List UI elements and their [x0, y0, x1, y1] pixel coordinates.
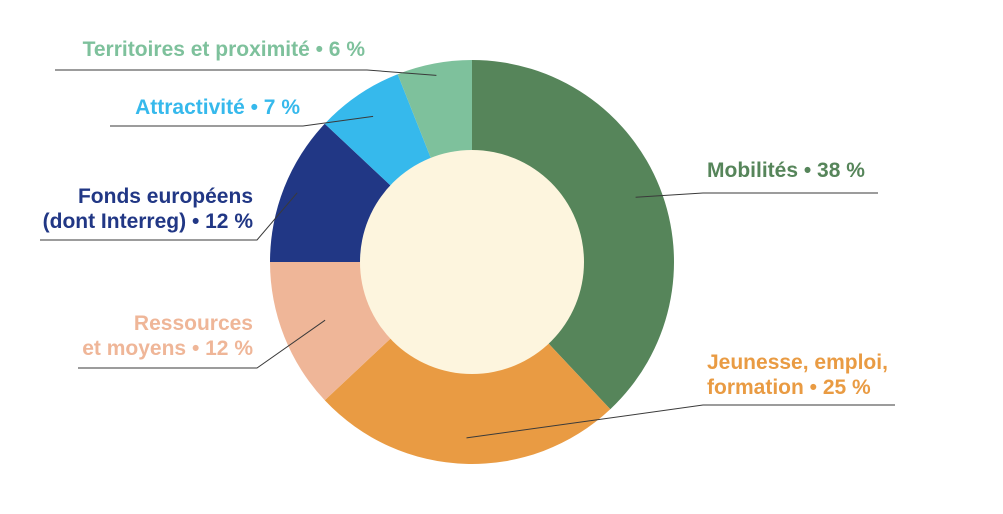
leader-line-3	[40, 192, 298, 241]
slice-label-1-line-0: Jeunesse, emploi,	[707, 351, 888, 374]
leader-lines	[40, 69, 895, 439]
slice-label-4-line-0: Attractivité • 7 %	[135, 96, 300, 119]
slice-label-2-line-0: Ressources	[134, 312, 253, 335]
donut-center	[360, 150, 584, 374]
leader-line-2	[78, 319, 326, 369]
slice-label-3-line-1: (dont Interreg) • 12 %	[43, 210, 254, 233]
slice-label-5-line-0: Territoires et proximité • 6 %	[83, 38, 366, 61]
slice-label-2-line-1: et moyens • 12 %	[82, 337, 253, 360]
slice-label-0-line-0: Mobilités • 38 %	[707, 159, 865, 182]
leader-line-1	[466, 404, 895, 439]
slice-labels: Mobilités • 38 % Jeunesse, emploi,formati…	[43, 38, 888, 399]
leader-line-4	[110, 115, 374, 127]
slice-label-3-line-0: Fonds européens	[78, 185, 253, 208]
leader-line-5	[55, 69, 437, 76]
leader-line-0	[635, 192, 878, 198]
slice-label-1-line-1: formation • 25 %	[707, 376, 871, 399]
